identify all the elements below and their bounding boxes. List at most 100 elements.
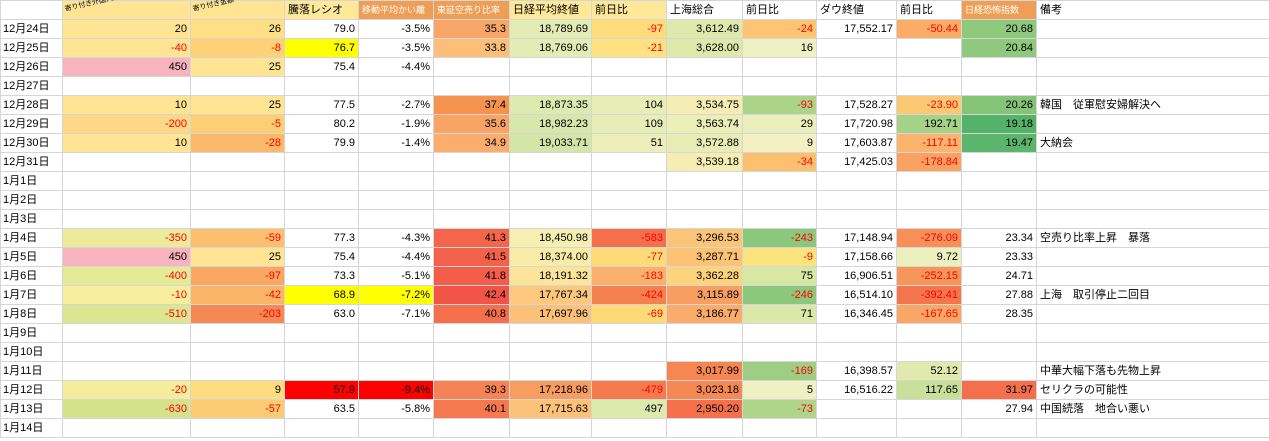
column-header-dow-close[interactable]: ダウ終値	[816, 0, 897, 20]
cell-date[interactable]: 1月9日	[0, 323, 63, 343]
cell-date[interactable]: 1月2日	[0, 190, 63, 210]
cell-nikkei-close[interactable]	[509, 152, 592, 172]
cell-foreign-open-trades[interactable]: 10	[62, 133, 191, 153]
cell-shanghai-change[interactable]: 75	[742, 266, 817, 286]
cell-ma-deviation[interactable]	[358, 209, 434, 229]
cell-updown-ratio[interactable]: 73.3	[284, 266, 359, 286]
cell-nikkei-close[interactable]: 18,789.69	[509, 19, 592, 39]
cell-dow-change[interactable]: -276.09	[896, 228, 962, 248]
cell-shanghai-composite[interactable]: 2,950.20	[666, 399, 743, 419]
cell-nikkei-close[interactable]: 18,374.00	[509, 247, 592, 267]
cell-date[interactable]: 12月29日	[0, 114, 63, 134]
cell-updown-ratio[interactable]	[284, 361, 359, 381]
cell-date[interactable]: 12月28日	[0, 95, 63, 115]
column-header-shanghai-change[interactable]: 前日比	[742, 0, 817, 20]
cell-nikkei-change[interactable]	[591, 57, 667, 77]
cell-dow-change[interactable]	[896, 38, 962, 58]
cell-dow-close[interactable]	[816, 399, 897, 419]
cell-dow-change[interactable]	[896, 418, 962, 438]
cell-dow-close[interactable]	[816, 209, 897, 229]
cell-date[interactable]: 12月25日	[0, 38, 63, 58]
cell-shanghai-composite[interactable]: 3,023.18	[666, 380, 743, 400]
cell-date[interactable]: 1月8日	[0, 304, 63, 324]
cell-open-amount-base[interactable]: 25	[190, 57, 285, 77]
cell-nikkei-close[interactable]: 18,191.32	[509, 266, 592, 286]
cell-ma-deviation[interactable]: -4.4%	[358, 247, 434, 267]
cell-updown-ratio[interactable]	[284, 323, 359, 343]
column-header-ma-deviation[interactable]: 移動平均かい離	[358, 0, 434, 20]
cell-updown-ratio[interactable]: 68.9	[284, 285, 359, 305]
cell-open-amount-base[interactable]	[190, 342, 285, 362]
cell-updown-ratio[interactable]	[284, 190, 359, 210]
cell-ma-deviation[interactable]: -1.4%	[358, 133, 434, 153]
cell-nikkei-vi[interactable]	[961, 57, 1037, 77]
cell-updown-ratio[interactable]	[284, 418, 359, 438]
cell-date[interactable]: 1月6日	[0, 266, 63, 286]
cell-shanghai-change[interactable]: 9	[742, 133, 817, 153]
cell-short-sell-ratio[interactable]: 41.3	[433, 228, 510, 248]
cell-notes[interactable]	[1036, 190, 1269, 210]
cell-nikkei-close[interactable]: 17,715.63	[509, 399, 592, 419]
cell-open-amount-base[interactable]	[190, 171, 285, 191]
cell-nikkei-change[interactable]	[591, 418, 667, 438]
cell-shanghai-change[interactable]: -93	[742, 95, 817, 115]
cell-dow-close[interactable]	[816, 171, 897, 191]
column-header-foreign-open-trades[interactable]: 寄り付き外国人売り買い（万株）	[62, 0, 191, 20]
cell-dow-change[interactable]	[896, 190, 962, 210]
cell-nikkei-vi[interactable]: 23.34	[961, 228, 1037, 248]
cell-short-sell-ratio[interactable]: 40.8	[433, 304, 510, 324]
cell-date[interactable]: 1月14日	[0, 418, 63, 438]
cell-shanghai-composite[interactable]: 3,572.88	[666, 133, 743, 153]
cell-shanghai-composite[interactable]: 3,563.74	[666, 114, 743, 134]
cell-ma-deviation[interactable]	[358, 190, 434, 210]
cell-short-sell-ratio[interactable]	[433, 323, 510, 343]
cell-nikkei-change[interactable]	[591, 323, 667, 343]
cell-date[interactable]: 1月7日	[0, 285, 63, 305]
cell-nikkei-vi[interactable]	[961, 209, 1037, 229]
cell-short-sell-ratio[interactable]: 35.3	[433, 19, 510, 39]
column-header-open-amount-base[interactable]: 寄り付き金額ベース（億）	[190, 0, 285, 20]
cell-notes[interactable]: 上海 取引停止二回目	[1036, 285, 1269, 305]
cell-dow-change[interactable]: -117.11	[896, 133, 962, 153]
cell-nikkei-close[interactable]	[509, 76, 592, 96]
cell-nikkei-change[interactable]	[591, 76, 667, 96]
cell-foreign-open-trades[interactable]	[62, 152, 191, 172]
cell-notes[interactable]	[1036, 304, 1269, 324]
cell-date[interactable]: 1月11日	[0, 361, 63, 381]
cell-shanghai-composite[interactable]: 3,539.18	[666, 152, 743, 172]
cell-dow-change[interactable]: -23.90	[896, 95, 962, 115]
cell-dow-close[interactable]: 16,516.22	[816, 380, 897, 400]
cell-shanghai-change[interactable]	[742, 418, 817, 438]
cell-ma-deviation[interactable]	[358, 361, 434, 381]
cell-foreign-open-trades[interactable]	[62, 361, 191, 381]
cell-updown-ratio[interactable]: 77.3	[284, 228, 359, 248]
cell-notes[interactable]	[1036, 38, 1269, 58]
cell-open-amount-base[interactable]: 25	[190, 95, 285, 115]
column-header-dow-change[interactable]: 前日比	[896, 0, 962, 20]
cell-nikkei-close[interactable]: 19,033.71	[509, 133, 592, 153]
cell-shanghai-composite[interactable]	[666, 323, 743, 343]
cell-ma-deviation[interactable]	[358, 171, 434, 191]
cell-date[interactable]: 1月10日	[0, 342, 63, 362]
cell-foreign-open-trades[interactable]	[62, 190, 191, 210]
cell-ma-deviation[interactable]: -3.5%	[358, 19, 434, 39]
cell-nikkei-vi[interactable]: 28.35	[961, 304, 1037, 324]
cell-shanghai-composite[interactable]	[666, 209, 743, 229]
cell-nikkei-close[interactable]	[509, 171, 592, 191]
cell-shanghai-composite[interactable]: 3,186.77	[666, 304, 743, 324]
cell-dow-change[interactable]: 117.65	[896, 380, 962, 400]
cell-notes[interactable]	[1036, 114, 1269, 134]
cell-ma-deviation[interactable]: -9.4%	[358, 380, 434, 400]
cell-short-sell-ratio[interactable]	[433, 152, 510, 172]
cell-date[interactable]: 1月12日	[0, 380, 63, 400]
cell-dow-change[interactable]	[896, 171, 962, 191]
cell-short-sell-ratio[interactable]	[433, 361, 510, 381]
cell-updown-ratio[interactable]: 75.4	[284, 57, 359, 77]
cell-foreign-open-trades[interactable]	[62, 76, 191, 96]
cell-updown-ratio[interactable]	[284, 171, 359, 191]
cell-short-sell-ratio[interactable]	[433, 76, 510, 96]
cell-shanghai-change[interactable]: -24	[742, 19, 817, 39]
cell-date[interactable]: 1月1日	[0, 171, 63, 191]
cell-dow-close[interactable]: 16,346.45	[816, 304, 897, 324]
cell-shanghai-composite[interactable]	[666, 190, 743, 210]
